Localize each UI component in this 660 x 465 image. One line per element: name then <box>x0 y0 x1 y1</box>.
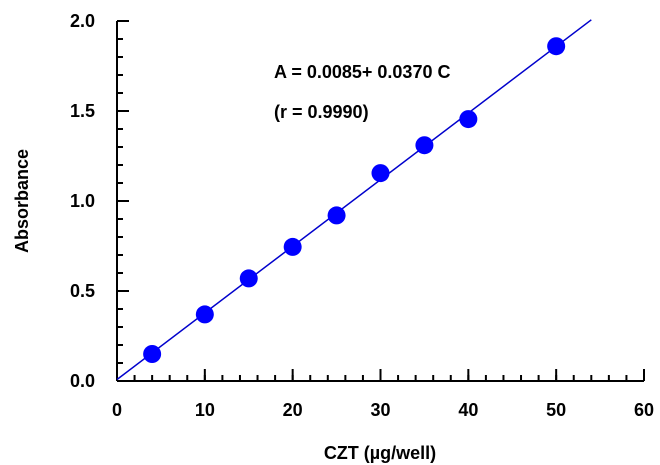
data-point <box>415 136 434 155</box>
y-tick-label: 0.0 <box>70 371 95 391</box>
y-tick-labels: 0.0 0.5 1.0 1.5 2.0 <box>70 11 95 391</box>
correlation-annotation: (r = 0.9990) <box>274 102 369 122</box>
x-axis-label: CZT (µg/well) <box>324 443 436 463</box>
data-point <box>459 110 478 129</box>
y-tick-label: 2.0 <box>70 11 95 31</box>
x-tick-labels: 0 10 20 30 40 50 60 <box>112 400 654 420</box>
x-tick-label: 30 <box>370 400 390 420</box>
y-tick-label: 1.0 <box>70 191 95 211</box>
data-point <box>239 269 258 288</box>
regression-line <box>116 19 592 381</box>
x-tick-label: 10 <box>195 400 215 420</box>
y-tick-label: 1.5 <box>70 101 95 121</box>
x-tick-label: 50 <box>546 400 566 420</box>
data-points <box>143 37 566 363</box>
x-tick-label: 60 <box>634 400 654 420</box>
y-tick-label: 0.5 <box>70 281 95 301</box>
data-point <box>327 206 346 225</box>
minor-ticks <box>117 38 628 381</box>
data-point <box>547 37 566 56</box>
data-point <box>283 237 302 256</box>
data-point <box>143 345 162 363</box>
x-tick-label: 20 <box>283 400 303 420</box>
x-tick-label: 0 <box>112 400 122 420</box>
data-point <box>195 305 214 324</box>
y-axis-label: Absorbance <box>12 149 32 253</box>
data-point <box>371 164 390 183</box>
equation-annotation: A = 0.0085+ 0.0370 C <box>274 62 450 82</box>
x-tick-label: 40 <box>458 400 478 420</box>
